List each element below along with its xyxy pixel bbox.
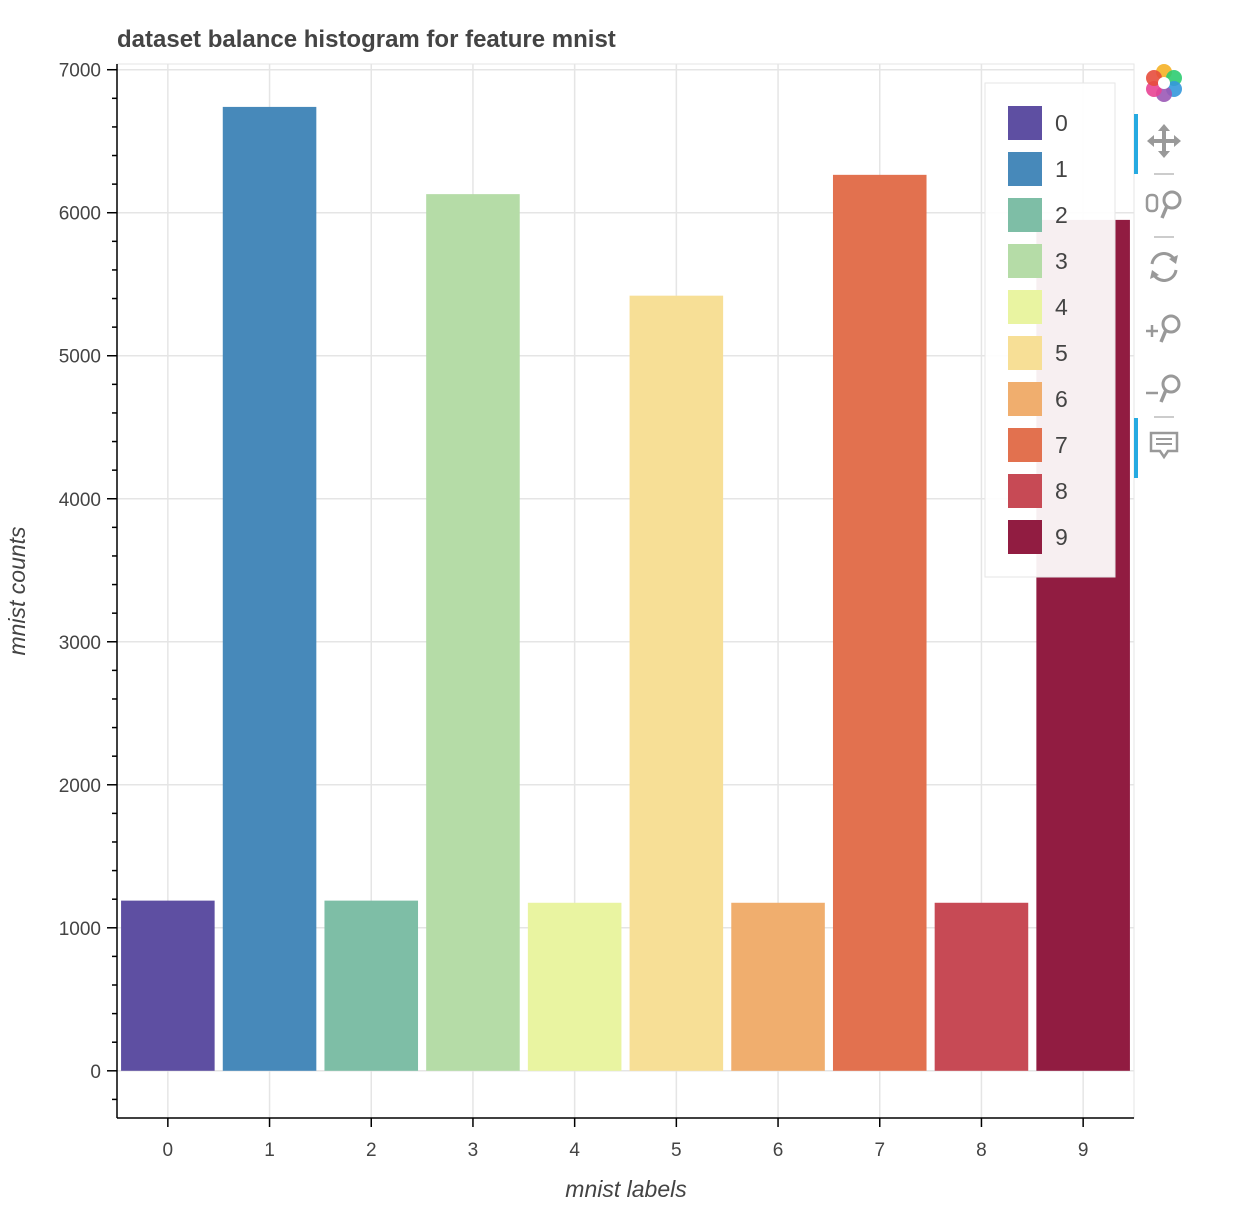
legend-box: [984, 82, 1116, 578]
zoom-out-icon[interactable]: [1134, 362, 1194, 414]
legend-label-4: 4: [1055, 294, 1068, 320]
x-tick-label: 3: [468, 1140, 479, 1161]
x-tick-label: 7: [874, 1140, 885, 1161]
logo-icon[interactable]: [1134, 56, 1194, 108]
legend-swatch-5: [1008, 336, 1042, 370]
axes: [116, 64, 1134, 1119]
y-axis-title: mnist counts: [4, 526, 30, 656]
x-tick-label: 9: [1078, 1140, 1089, 1161]
x-tick-label: 4: [569, 1140, 580, 1161]
legend-label-1: 1: [1055, 156, 1068, 182]
y-tick-label: 6000: [59, 204, 101, 225]
bar-1[interactable]: [222, 106, 317, 1071]
bar-0[interactable]: [121, 900, 215, 1071]
hover-active-indicator: [1134, 418, 1138, 478]
y-tick-label: 7000: [59, 61, 101, 82]
x-tick-label: 5: [671, 1140, 682, 1161]
x-tick-label: 0: [163, 1140, 174, 1161]
legend-swatch-4: [1008, 290, 1042, 324]
y-tick-label: 2000: [59, 776, 101, 797]
zoom-in-icon[interactable]: [1134, 302, 1194, 354]
legend-swatch-1: [1008, 152, 1042, 186]
legend-label-3: 3: [1055, 248, 1068, 274]
x-axis-title: mnist labels: [565, 1176, 687, 1202]
y-tick-label: 3000: [59, 633, 101, 654]
legend-swatch-6: [1008, 382, 1042, 416]
bar-3[interactable]: [426, 194, 520, 1071]
y-tick-label: 1000: [59, 919, 101, 940]
bar-8[interactable]: [934, 902, 1029, 1071]
pan-icon[interactable]: [1134, 114, 1194, 174]
legend-label-0: 0: [1055, 110, 1068, 136]
x-tick-label: 8: [976, 1140, 987, 1161]
y-tick-label: 0: [90, 1062, 101, 1083]
y-tick-label: 5000: [59, 347, 101, 368]
pan-active-indicator: [1134, 114, 1138, 174]
x-tick-label: 2: [366, 1140, 377, 1161]
legend-label-8: 8: [1055, 478, 1068, 504]
bar-4[interactable]: [527, 902, 622, 1071]
legend-swatch-0: [1008, 106, 1042, 140]
hover-icon[interactable]: [1134, 418, 1194, 478]
bar-6[interactable]: [731, 902, 825, 1071]
legend-swatch-2: [1008, 198, 1042, 232]
legend-label-7: 7: [1055, 432, 1068, 458]
toolbar: [1134, 56, 1194, 486]
legend: 0 1 2 3 4 5 6 7 8 9: [984, 82, 1116, 578]
legend-swatch-3: [1008, 244, 1042, 278]
legend-swatch-9: [1008, 520, 1042, 554]
legend-label-6: 6: [1055, 386, 1068, 412]
legend-label-2: 2: [1055, 202, 1068, 228]
bar-7[interactable]: [832, 174, 927, 1071]
legend-label-9: 9: [1055, 524, 1068, 550]
x-tick-label: 1: [264, 1140, 275, 1161]
y-tick-label: 4000: [59, 490, 101, 511]
legend-swatch-8: [1008, 474, 1042, 508]
x-ticks: 0 1 2 3 4 5 6 7 8 9: [163, 1118, 1089, 1161]
box-zoom-icon[interactable]: [1134, 178, 1194, 230]
legend-label-5: 5: [1055, 340, 1068, 366]
chart-title: dataset balance histogram for feature mn…: [117, 26, 616, 53]
reset-icon[interactable]: [1134, 240, 1194, 292]
y-ticks: 0 1000 2000 3000 4000 5000 6000 7000: [59, 61, 117, 1101]
bar-2[interactable]: [324, 900, 419, 1071]
x-tick-label: 6: [773, 1140, 784, 1161]
bar-5[interactable]: [629, 295, 724, 1071]
legend-swatch-7: [1008, 428, 1042, 462]
